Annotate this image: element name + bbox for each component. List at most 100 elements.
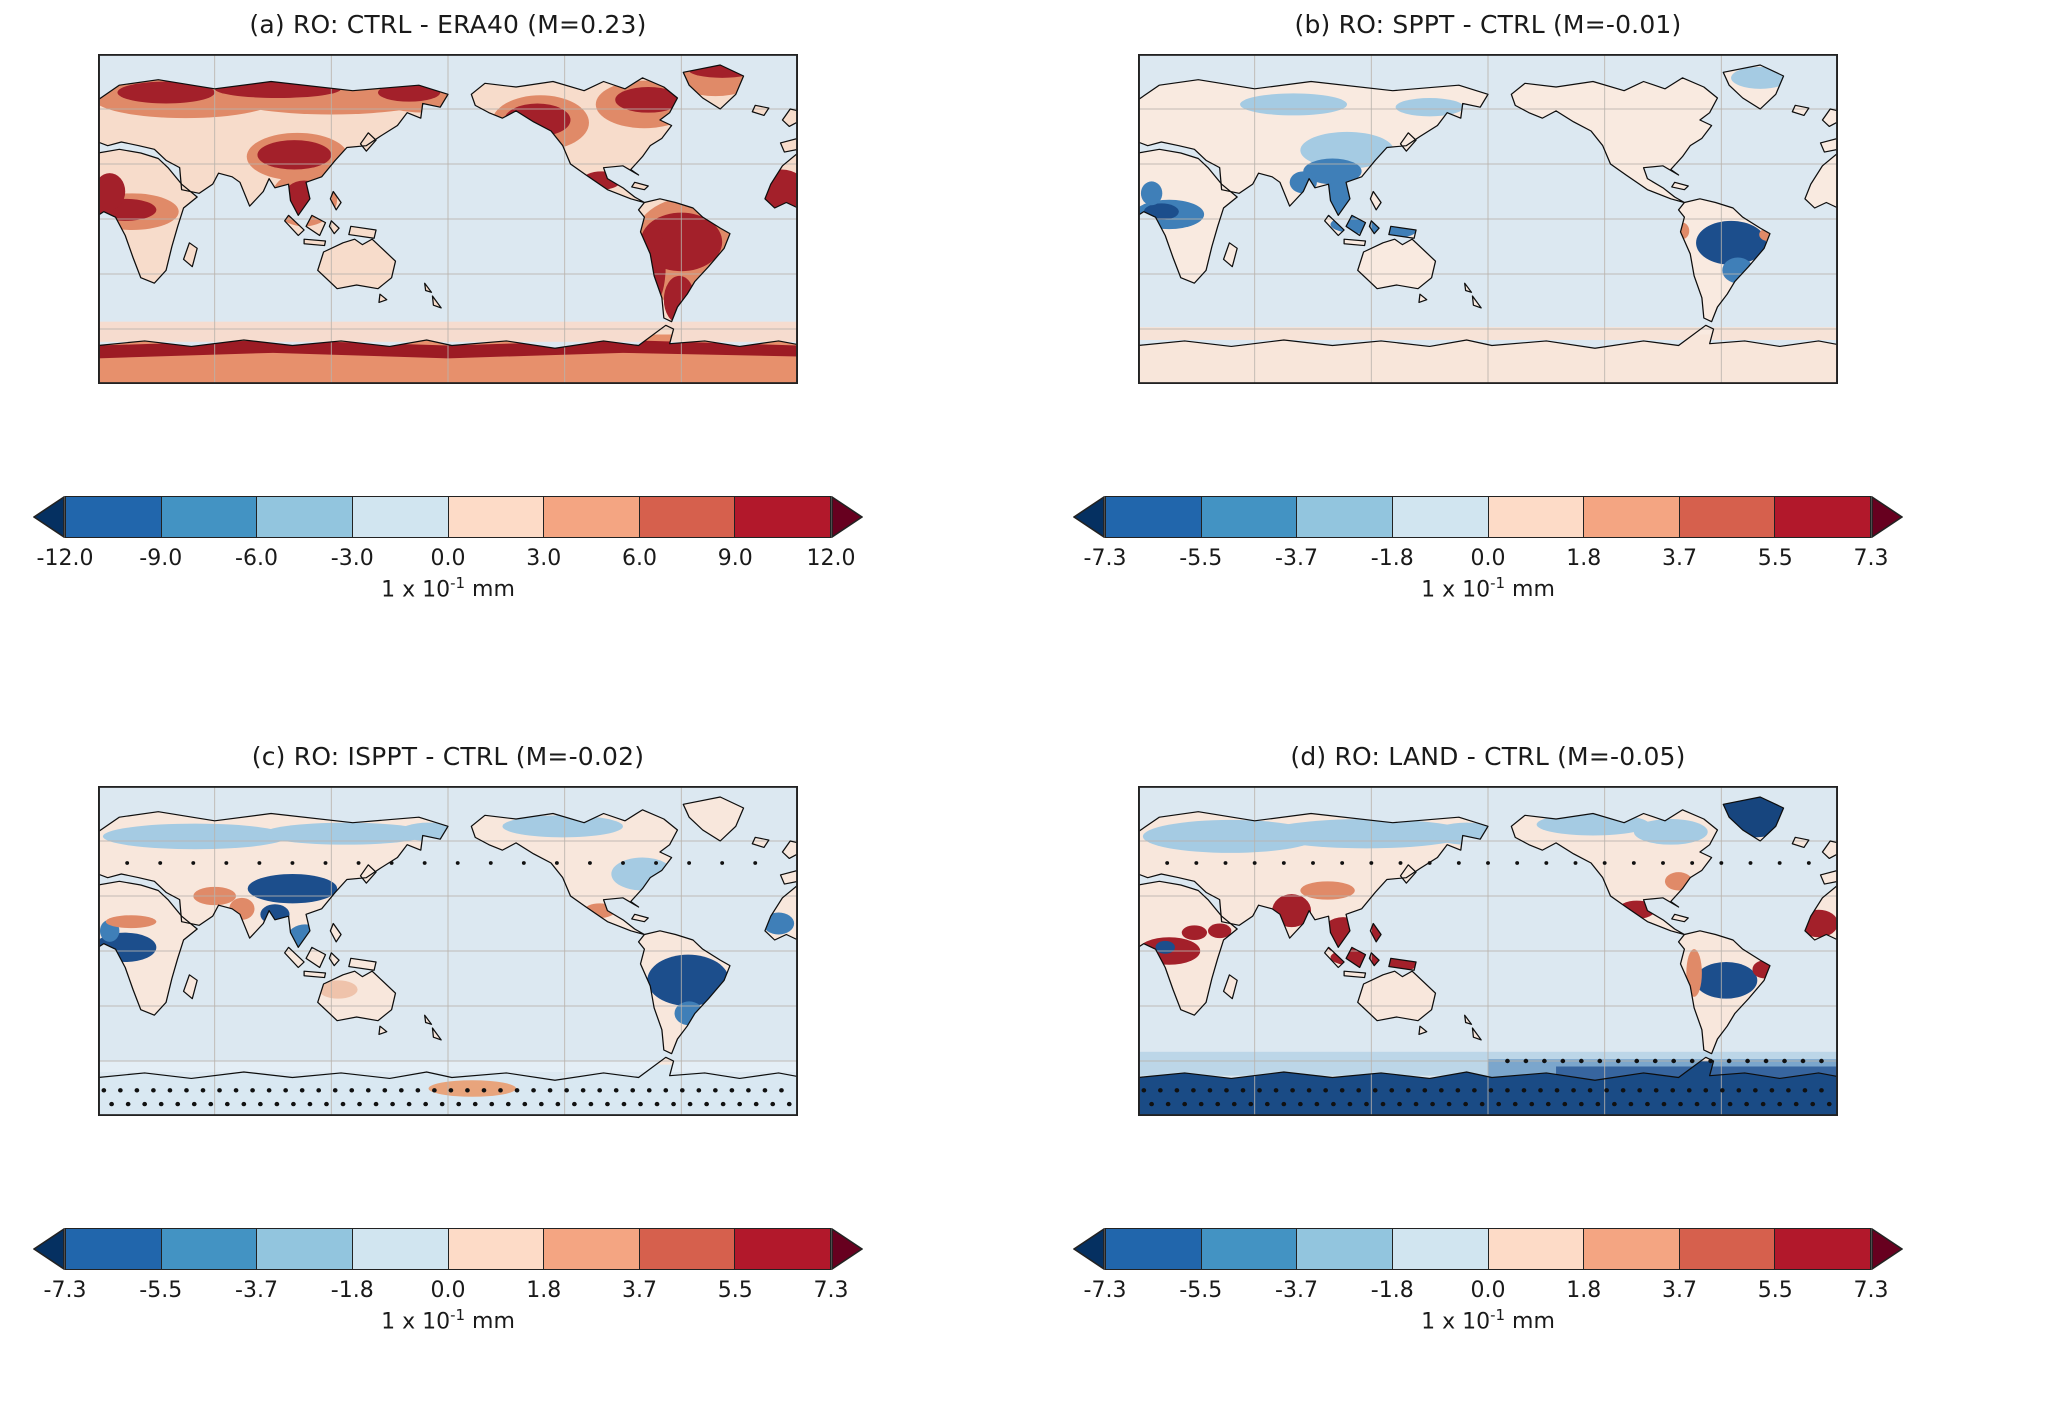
- unit-exponent: -1: [1490, 1306, 1506, 1324]
- colorbar-tick: -7.3: [1083, 546, 1127, 571]
- colorbar-b-gradient: [1105, 496, 1871, 538]
- map-frame: [98, 786, 798, 1116]
- colorbar-right-arrow-icon: [1871, 496, 1903, 538]
- colorbar-tick: 5.5: [717, 1278, 753, 1303]
- colorbar-b-unit: 1 x 10-1 mm: [1073, 574, 1903, 602]
- colorbar-segment: [1105, 1229, 1202, 1269]
- colorbar-c: -7.3 -5.5 -3.7 -1.8 0.0 1.8 3.7 5.5 7.3 1 x 10-1…: [33, 1228, 863, 1334]
- colorbar-b-bar: [1073, 496, 1903, 538]
- colorbar-tick: -3.7: [1275, 546, 1318, 571]
- colorbar-tick: -5.5: [1179, 1278, 1223, 1303]
- colorbar-tick: -7.3: [43, 1278, 87, 1303]
- colorbar-tick: -6.0: [235, 546, 278, 571]
- colorbar-segment: [1488, 497, 1585, 537]
- map-frame: [1138, 54, 1838, 384]
- colorbar-segment: [448, 497, 545, 537]
- colorbar-segment: [352, 497, 449, 537]
- colorbar-right-arrow-icon: [831, 496, 863, 538]
- map-d: [1138, 786, 1838, 1116]
- panel-b: (b) RO: SPPT - CTRL (M=-0.01) -7.3 -5.5 -3…: [1048, 10, 2058, 670]
- colorbar-segment: [1679, 1229, 1776, 1269]
- colorbar-tick: 12.0: [806, 546, 856, 571]
- unit-suffix: mm: [1512, 1309, 1555, 1335]
- colorbar-tick: -12.0: [36, 546, 94, 571]
- colorbar-c-bar: [33, 1228, 863, 1270]
- unit-suffix: mm: [472, 577, 515, 603]
- colorbar-tick: 7.3: [1853, 546, 1889, 571]
- colorbar-segment: [65, 1229, 162, 1269]
- unit-suffix: mm: [1512, 577, 1555, 603]
- colorbar-a-unit: 1 x 10-1 mm: [33, 574, 863, 602]
- colorbar-tick: -5.5: [1179, 546, 1223, 571]
- colorbar-c-ticks: -7.3 -5.5 -3.7 -1.8 0.0 1.8 3.7 5.5 7.3: [44, 1270, 849, 1306]
- colorbar-tick: 0.0: [1470, 1278, 1506, 1303]
- map-plot: [1138, 54, 1838, 384]
- colorbar-segment: [1584, 1229, 1680, 1269]
- colorbar-segment: [1392, 1229, 1489, 1269]
- map-plot: [98, 786, 798, 1116]
- map-plot: [1138, 786, 1838, 1116]
- colorbar-segment: [735, 497, 831, 537]
- colorbar-tick: 3.7: [1662, 546, 1697, 571]
- unit-exponent: -1: [1490, 574, 1506, 592]
- colorbar-c-unit: 1 x 10-1 mm: [33, 1306, 863, 1334]
- colorbar-tick: 7.3: [1853, 1278, 1889, 1303]
- colorbar-left-arrow-icon: [1073, 1228, 1105, 1270]
- colorbar-tick: -9.0: [139, 546, 183, 571]
- colorbar-segment: [1201, 1229, 1298, 1269]
- unit-base: 1 x 10: [1421, 577, 1491, 603]
- colorbar-segment: [1105, 497, 1202, 537]
- colorbar-segment: [544, 1229, 640, 1269]
- colorbar-tick: 5.5: [1757, 546, 1793, 571]
- colorbar-tick: 9.0: [717, 546, 753, 571]
- colorbar-segment: [735, 1229, 831, 1269]
- panel-a-title: (a) RO: CTRL - ERA40 (M=0.23): [249, 10, 647, 39]
- panel-a: (a) RO: CTRL - ERA40 (M=0.23) -12.0 -9.0 -…: [8, 10, 1018, 670]
- colorbar-a: -12.0 -9.0 -6.0 -3.0 0.0 3.0 6.0 9.0 12.0 1 x 10…: [33, 496, 863, 602]
- colorbar-a-bar: [33, 496, 863, 538]
- colorbar-segment: [257, 1229, 353, 1269]
- colorbar-tick: -3.0: [330, 546, 374, 571]
- colorbar-tick: 0.0: [430, 546, 466, 571]
- map-c: [98, 786, 798, 1116]
- unit-base: 1 x 10: [381, 577, 451, 603]
- colorbar-tick: 3.7: [1662, 1278, 1697, 1303]
- colorbar-tick: 6.0: [622, 546, 657, 571]
- colorbar-segment: [1488, 1229, 1585, 1269]
- unit-exponent: -1: [450, 574, 466, 592]
- colorbar-segment: [1679, 497, 1776, 537]
- colorbar-tick: -3.7: [1275, 1278, 1318, 1303]
- colorbar-d-bar: [1073, 1228, 1903, 1270]
- colorbar-segment: [1775, 1229, 1871, 1269]
- colorbar-segment: [1584, 497, 1680, 537]
- colorbar-a-gradient: [65, 496, 831, 538]
- colorbar-b-ticks: -7.3 -5.5 -3.7 -1.8 0.0 1.8 3.7 5.5 7.3: [1084, 538, 1889, 574]
- colorbar-tick: 5.5: [1757, 1278, 1793, 1303]
- colorbar-tick: 1.8: [1566, 1278, 1602, 1303]
- colorbar-left-arrow-icon: [33, 1228, 65, 1270]
- map-b: [1138, 54, 1838, 384]
- panel-c: (c) RO: ISPPT - CTRL (M=-0.02) -7.3 -5.5-…: [8, 742, 1018, 1402]
- colorbar-tick: 3.7: [622, 1278, 657, 1303]
- colorbar-segment: [639, 497, 736, 537]
- colorbar-segment: [257, 497, 353, 537]
- colorbar-d-ticks: -7.3 -5.5 -3.7 -1.8 0.0 1.8 3.7 5.5 7.3: [1084, 1270, 1889, 1306]
- colorbar-segment: [161, 1229, 258, 1269]
- colorbar-segment: [639, 1229, 736, 1269]
- colorbar-tick: 0.0: [430, 1278, 466, 1303]
- colorbar-segment: [1201, 497, 1298, 537]
- colorbar-a-ticks: -12.0 -9.0 -6.0 -3.0 0.0 3.0 6.0 9.0 12.0: [37, 538, 856, 574]
- colorbar-segment: [161, 497, 258, 537]
- colorbar-segment: [1297, 1229, 1393, 1269]
- colorbar-segment: [1775, 497, 1871, 537]
- colorbar-segment: [65, 497, 162, 537]
- colorbar-tick: 1.8: [526, 1278, 562, 1303]
- panel-c-title: (c) RO: ISPPT - CTRL (M=-0.02): [251, 742, 645, 771]
- colorbar-d-gradient: [1105, 1228, 1871, 1270]
- unit-suffix: mm: [472, 1309, 515, 1335]
- map-plot: [98, 54, 798, 384]
- colorbar-tick: -3.7: [235, 1278, 278, 1303]
- map-a: [98, 54, 798, 384]
- colorbar-left-arrow-icon: [1073, 496, 1105, 538]
